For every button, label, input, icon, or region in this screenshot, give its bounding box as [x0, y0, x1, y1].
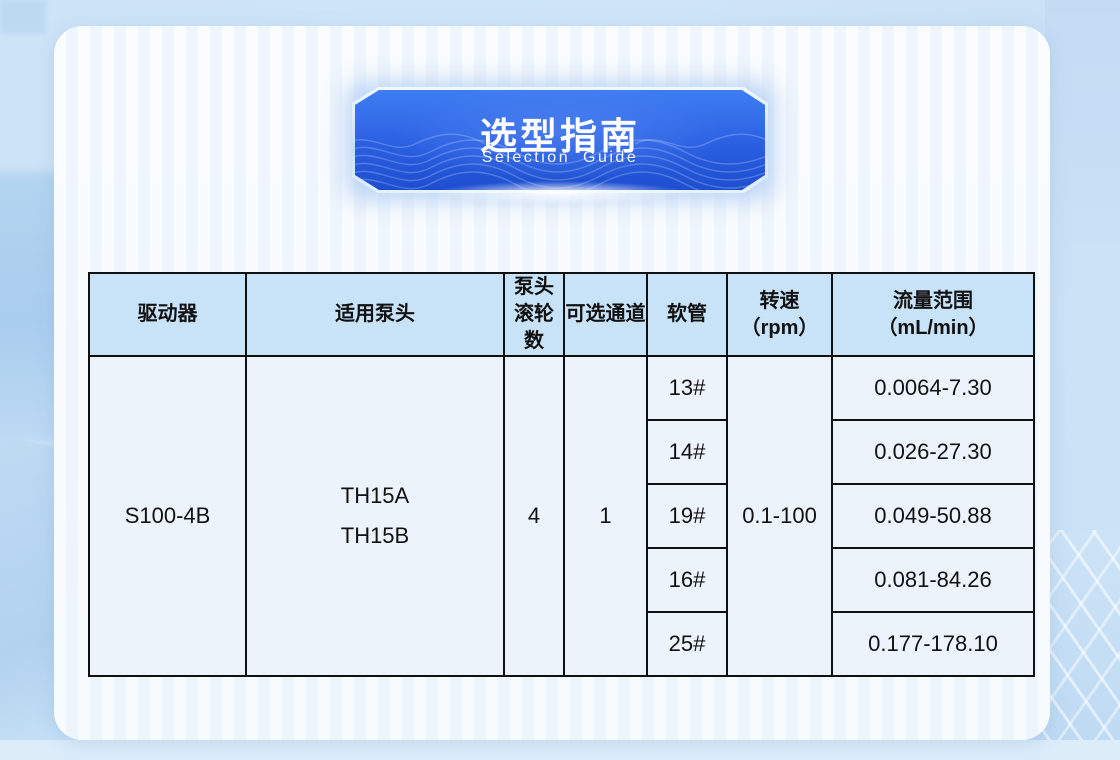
selection-guide-table: 驱动器 适用泵头 泵头 滚轮数 可选通道 软管 转速 （rpm） 流量范围 （m…	[88, 272, 1035, 677]
table-row: 16# 0.081-84.26	[89, 547, 1035, 613]
header-pump-head: 适用泵头	[245, 272, 505, 357]
cell-tubing: 16#	[646, 547, 728, 613]
banner-subtitle: Selection Guide	[481, 149, 639, 166]
table-row: 14# 0.026-27.30	[89, 419, 1035, 485]
cell-channels: 1	[563, 355, 648, 677]
header-channels: 可选通道	[563, 272, 648, 357]
header-tubing: 软管	[646, 272, 728, 357]
cell-pump-heads: TH15A TH15B	[245, 355, 505, 677]
background-bottom-strip	[0, 740, 1120, 760]
cell-flow-range: 0.026-27.30	[831, 419, 1035, 485]
header-roller-count: 泵头 滚轮数	[503, 272, 565, 357]
table-row: S100-4B TH15A TH15B 4 1 13# 0.1-100 0.00…	[88, 355, 1035, 677]
background-accent-topleft	[0, 0, 46, 34]
banner-title: 选型指南	[480, 116, 640, 157]
header-flow-range: 流量范围 （mL/min）	[831, 272, 1035, 357]
cell-driver: S100-4B	[88, 355, 247, 677]
cell-tubing: 25#	[646, 611, 728, 677]
header-driver: 驱动器	[88, 272, 247, 357]
cell-tubing: 19#	[646, 483, 728, 549]
cell-flow-range: 0.177-178.10	[831, 611, 1035, 677]
table-header-row: 驱动器 适用泵头 泵头 滚轮数 可选通道 软管 转速 （rpm） 流量范围 （m…	[88, 272, 1035, 357]
banner-bottom-glow	[380, 176, 740, 210]
table-row: 25# 0.177-178.10	[89, 611, 1035, 677]
cell-roller-count: 4	[503, 355, 565, 677]
background-accent-right	[1045, 0, 1120, 760]
cell-flow-range: 0.049-50.88	[831, 483, 1035, 549]
cell-flow-range: 0.0064-7.30	[831, 355, 1035, 421]
cell-speed: 0.1-100	[726, 355, 833, 677]
header-speed: 转速 （rpm）	[726, 272, 833, 357]
cell-tubing: 13#	[646, 355, 728, 421]
cell-tubing: 14#	[646, 419, 728, 485]
table-row: 19# 0.049-50.88	[89, 483, 1035, 549]
cell-flow-range: 0.081-84.26	[831, 547, 1035, 613]
